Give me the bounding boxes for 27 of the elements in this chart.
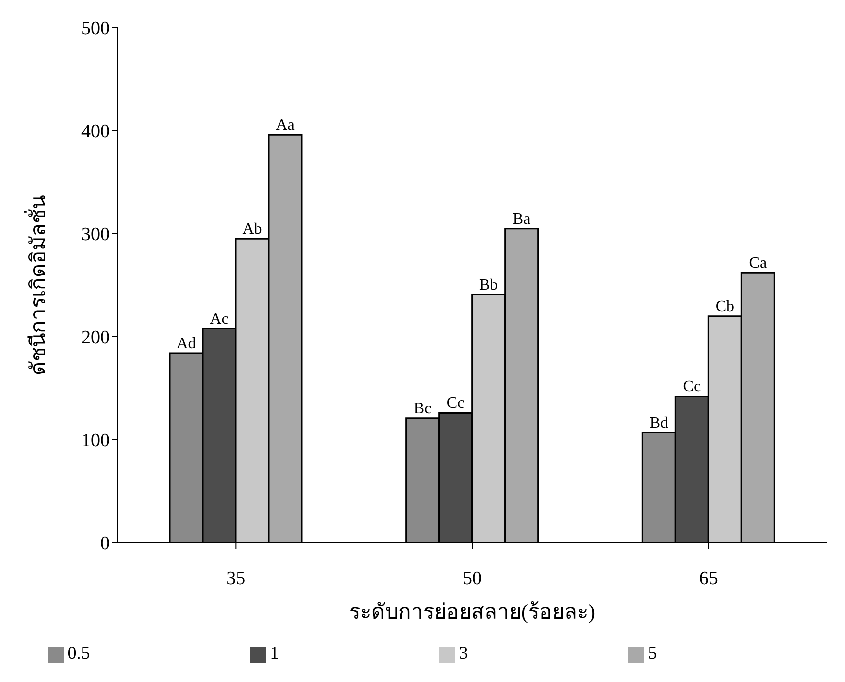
x-tick-label: 65 bbox=[699, 568, 718, 590]
data-label: Cc bbox=[446, 395, 465, 412]
data-label: Bc bbox=[414, 400, 432, 418]
y-tick-label: 400 bbox=[82, 122, 110, 143]
y-tick-label: 500 bbox=[82, 18, 110, 40]
x-tick-label: 35 bbox=[226, 568, 246, 590]
y-tick-label: 300 bbox=[82, 224, 110, 246]
data-label: Aa bbox=[276, 117, 295, 134]
legend-label: 1 bbox=[270, 643, 280, 663]
data-label: Cc bbox=[683, 378, 702, 396]
data-label: Ac bbox=[210, 310, 229, 328]
y-tick-label: 0 bbox=[100, 534, 110, 555]
y-tick-label: 100 bbox=[82, 430, 110, 452]
data-label: Ba bbox=[512, 210, 531, 228]
data-label: Bb bbox=[479, 276, 498, 294]
x-axis-title: ระดับการย่อยสลาย(ร้อยละ) bbox=[350, 600, 596, 624]
data-label: Ad bbox=[176, 335, 196, 352]
legend-label: 5 bbox=[648, 643, 658, 663]
data-label: Cb bbox=[716, 298, 734, 316]
data-label: Ab bbox=[242, 221, 262, 238]
data-label: Ca bbox=[749, 255, 768, 272]
x-tick-label: 50 bbox=[463, 568, 482, 590]
data-label: Bd bbox=[650, 414, 668, 432]
legend-label: 3 bbox=[459, 643, 468, 663]
y-tick-label: 200 bbox=[82, 328, 110, 349]
legend-label: 0.5 bbox=[68, 643, 90, 663]
y-axis-title: ดัชนีการเกิดอิมัลชั่น bbox=[23, 196, 50, 376]
